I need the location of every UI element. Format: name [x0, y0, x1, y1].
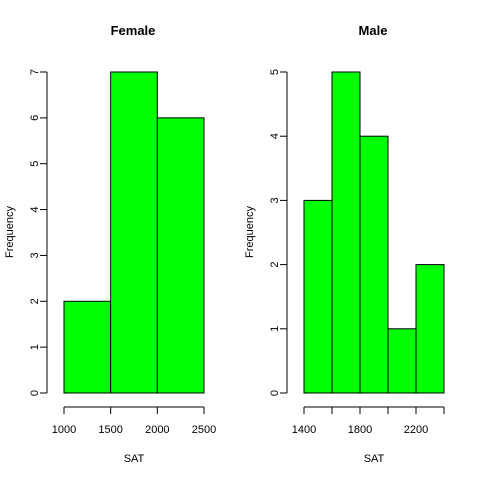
male-x-tick-label: 1800 [348, 424, 372, 436]
male-y-tick-label: 3 [269, 197, 281, 203]
female-y-tick-label: 5 [29, 161, 41, 167]
female-y-tick-label: 3 [29, 252, 41, 258]
female-y-tick-label: 2 [29, 298, 41, 304]
x-axis-label-male: SAT [364, 453, 385, 465]
female-y-tick-label: 0 [29, 390, 41, 396]
male-x-tick-label: 1400 [292, 424, 316, 436]
female-bar-2000-2500 [156, 117, 205, 394]
female-y-tick-label: 7 [29, 69, 41, 75]
male-bar-1400-1600 [303, 199, 333, 394]
y-axis-label-male: Frequency [244, 206, 256, 258]
female-x-tick-label: 2500 [192, 424, 216, 436]
female-y-tick-label: 4 [29, 207, 41, 213]
chart-title-female: Female [111, 23, 156, 38]
male-bar-1800-2000 [359, 135, 389, 394]
male-y-tick-label: 4 [269, 133, 281, 139]
female-x-tick-label: 1000 [52, 424, 76, 436]
male-y-tick-label: 5 [269, 69, 281, 75]
female-histogram-panel: Female SAT Frequency 1000 1500 2000 2500 0 1 2… [4, 23, 216, 465]
male-y-tick-label: 2 [269, 262, 281, 268]
male-bar-2000-2200 [387, 328, 417, 394]
male-y-tick-label: 0 [269, 390, 281, 396]
y-axis-label-female: Frequency [4, 206, 16, 258]
female-x-tick-label: 1500 [98, 424, 122, 436]
male-y-tick-label: 1 [269, 326, 281, 332]
male-x-tick-label: 2200 [404, 424, 428, 436]
female-bar-1500-2000 [110, 71, 158, 394]
x-axis-label-female: SAT [124, 453, 145, 465]
female-x-tick-label: 2000 [145, 424, 169, 436]
male-bar-1600-1800 [331, 71, 361, 394]
female-y-tick-label: 6 [29, 115, 41, 121]
male-histogram-panel: Male SAT Frequency 1400 1800 2200 0 1 2 3 4 5 [244, 23, 445, 465]
female-y-tick-label: 1 [29, 344, 41, 350]
female-bar-1000-1500 [63, 300, 112, 394]
male-bar-2200-2400 [415, 264, 445, 394]
chart-title-male: Male [359, 23, 388, 38]
